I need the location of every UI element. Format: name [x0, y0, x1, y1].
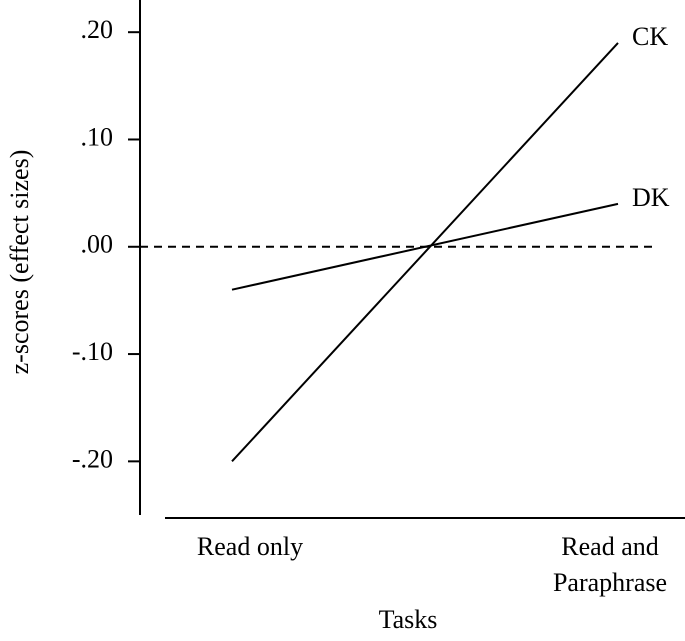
series-label: CK	[632, 22, 668, 51]
series-line	[231, 42, 619, 463]
y-tick-label: -.20	[72, 444, 113, 473]
y-tick-label: .20	[81, 15, 114, 44]
series-line	[231, 202, 619, 291]
series-label: DK	[632, 183, 670, 212]
x-axis-label: Tasks	[379, 605, 438, 634]
y-tick-label: .10	[81, 122, 114, 151]
x-tick-label: Read only	[196, 532, 304, 561]
y-tick-label: -.10	[72, 337, 113, 366]
y-tick-label: .00	[81, 230, 114, 259]
x-tick-label: Read and Paraphrase	[552, 532, 668, 597]
y-axis-label: z-scores (effect sizes)	[5, 150, 34, 375]
